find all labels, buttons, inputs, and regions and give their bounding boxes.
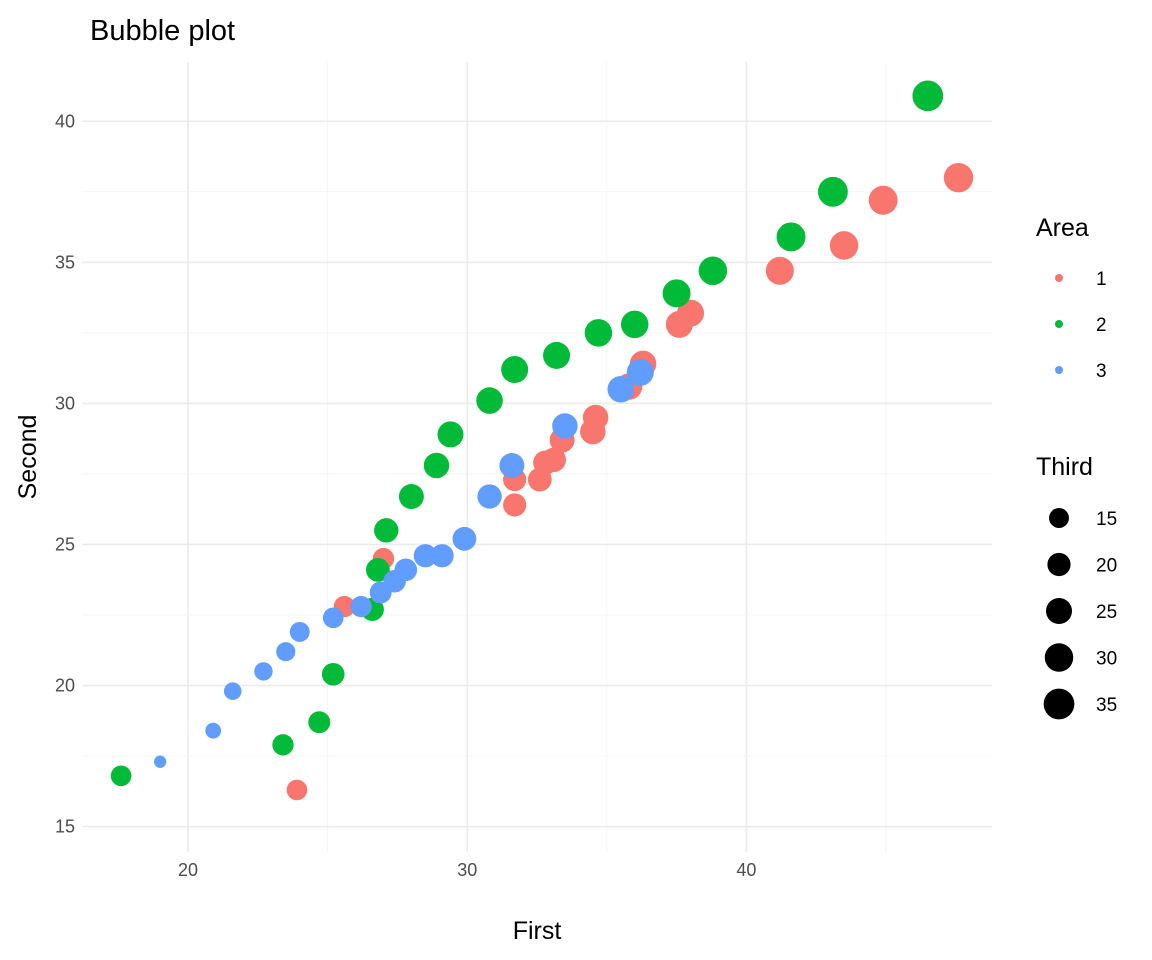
y-axis-title: Second [14,415,42,500]
size-legend-label: 35 [1096,695,1117,716]
y-tick-label: 15 [55,817,75,837]
size-legend-label: 25 [1096,602,1117,623]
bubble-area-2 [110,765,132,787]
bubble-area-1 [677,299,705,327]
bubble-area-1 [868,185,898,215]
color-legend-label: 3 [1096,361,1107,382]
bubble-area-1 [765,256,794,285]
bubble-area-2 [365,557,390,582]
bubble-area-2 [272,734,294,756]
x-axis-ticks: 20 30 40 [178,860,756,880]
bubble-area-3 [607,376,635,403]
bubble-area-1 [286,779,308,801]
bubble-area-1 [829,231,859,260]
bubble-area-3 [276,642,296,662]
bubble-area-3 [223,682,242,700]
bubble-area-1 [503,493,527,517]
bubble-area-3 [499,452,525,478]
color-legend-key [1055,366,1063,374]
bubble-area-3 [413,544,437,568]
y-tick-label: 30 [55,393,75,413]
size-legend-key [1047,552,1071,577]
bubble-area-2 [423,452,450,479]
size-legend-key [1049,508,1069,528]
bubble-area-1 [541,447,566,473]
bubble-area-3 [430,544,454,568]
bubble-area-3 [205,722,222,739]
color-legend-label: 2 [1096,315,1107,336]
size-legend-key [1045,597,1073,625]
bubble-area-2 [398,484,424,509]
bubble-area-2 [308,711,331,734]
color-legend-label: 1 [1096,269,1107,290]
x-tick-label: 30 [457,860,477,880]
bubble-area-3 [477,484,502,509]
bubble-area-2 [321,662,345,686]
size-legend-title: Third [1036,453,1093,481]
bubble-area-3 [626,358,654,386]
size-legend-key [1043,688,1075,720]
bubble-area-2 [698,256,728,286]
bubble-area-2 [437,421,464,448]
bubble-area-3 [289,621,310,642]
chart-title: Bubble plot [90,15,235,47]
bubble-area-2 [662,279,691,308]
bubble-area-3 [350,595,372,618]
size-legend-label: 20 [1096,556,1117,577]
bubble-area-2 [912,80,944,112]
y-tick-label: 40 [55,111,75,131]
y-axis-ticks: 15 20 25 30 35 40 [55,111,75,836]
size-legend-key [1044,643,1074,672]
bubble-area-2 [776,222,806,252]
color-legend-key [1055,320,1063,328]
color-legend-key [1055,274,1063,282]
bubble-area-1 [943,162,974,193]
bubble-area-2 [817,176,848,207]
bubble-area-2 [374,518,399,543]
bubble-area-1 [582,404,609,431]
bubble-area-3 [394,558,418,582]
bubble-area-3 [154,755,167,768]
x-axis-title: First [513,917,562,945]
x-tick-label: 20 [178,860,198,880]
size-legend-label: 30 [1096,649,1117,670]
y-tick-label: 25 [55,534,75,554]
bubble-area-3 [254,662,273,681]
size-legend-label: 15 [1096,509,1117,530]
bubble-area-2 [543,341,571,369]
bubble-area-2 [620,310,649,339]
bubble-area-3 [552,413,578,439]
bubble-area-2 [476,387,503,414]
color-legend: Area 1 2 3 [1036,214,1107,382]
y-tick-label: 20 [55,676,75,696]
x-tick-label: 40 [736,860,756,880]
y-tick-label: 35 [55,252,75,272]
plot-points [110,80,974,801]
bubble-area-3 [452,526,477,551]
bubble-area-2 [501,356,529,384]
bubble-area-2 [584,319,613,347]
size-legend: Third 15 20 25 30 35 [1036,453,1117,720]
bubble-area-3 [322,607,344,629]
color-legend-title: Area [1036,214,1089,242]
